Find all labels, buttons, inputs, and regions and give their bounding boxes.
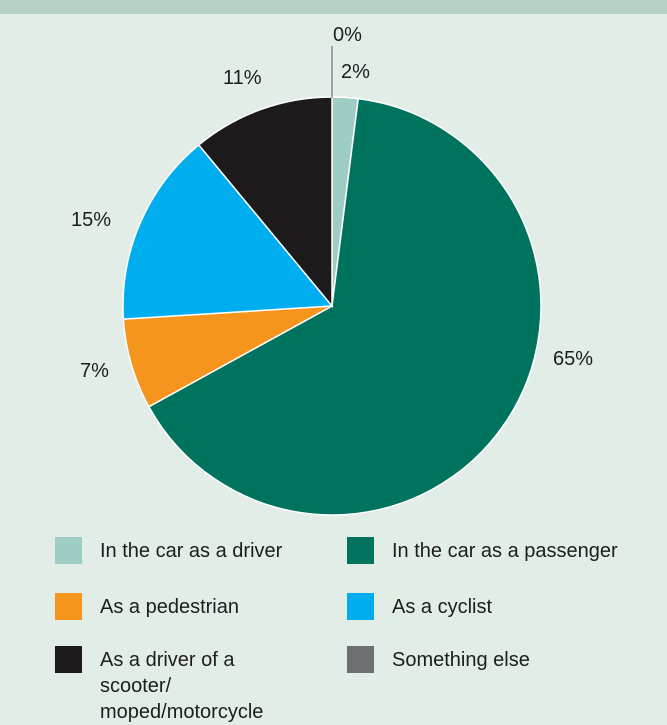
legend-swatch-something-else	[347, 646, 374, 673]
pie-slices	[122, 96, 542, 516]
pie-slice-cyclist	[122, 143, 334, 320]
legend-item-driver: In the car as a driver	[55, 537, 282, 564]
legend-item-scooter: As a driver of a scooter/ moped/motorcyc…	[55, 646, 300, 725]
value-label-driver: 2%	[341, 61, 370, 83]
legend-item-passenger: In the car as a passenger	[347, 537, 618, 564]
legend-swatch-cyclist	[347, 593, 374, 620]
legend-label-scooter: As a driver of a scooter/ moped/motorcyc…	[100, 649, 264, 723]
pie-slice-passenger	[147, 97, 542, 516]
legend-swatch-scooter	[55, 646, 82, 673]
legend-swatch-driver	[55, 537, 82, 564]
value-label-scooter: 11%	[223, 67, 262, 89]
legend-item-cyclist: As a cyclist	[347, 593, 492, 620]
pie-slice-scooter	[197, 96, 333, 309]
value-label-pedestrian: 7%	[80, 360, 109, 382]
legend-label-cyclist: As a cyclist	[392, 596, 493, 618]
legend-item-pedestrian: As a pedestrian	[55, 593, 239, 620]
legend-label-something-else: Something else	[392, 649, 530, 671]
value-label-cyclist: 15%	[71, 209, 112, 231]
value-label-something-else: 0%	[333, 24, 362, 46]
legend-label-passenger: In the car as a passenger	[392, 540, 618, 562]
header-band	[0, 0, 667, 14]
legend-item-something-else: Something else	[347, 646, 530, 673]
legend-label-pedestrian: As a pedestrian	[100, 596, 239, 618]
value-label-passenger: 65%	[553, 348, 594, 370]
legend-label-driver: In the car as a driver	[100, 540, 283, 562]
pie-chart	[122, 46, 542, 516]
legend-swatch-passenger	[347, 537, 374, 564]
legend-swatch-pedestrian	[55, 593, 82, 620]
